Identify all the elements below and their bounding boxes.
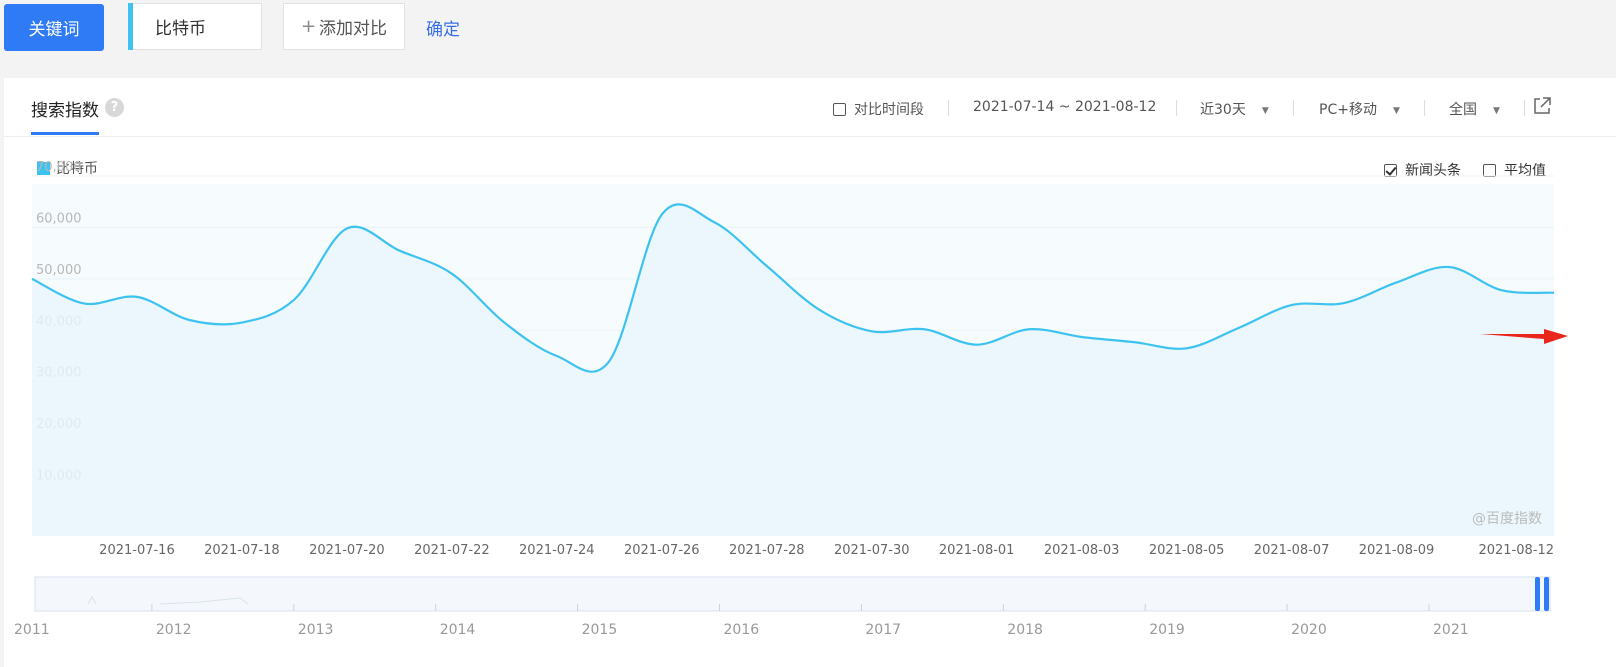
x-tick-label: 2021-08-12 <box>1478 543 1554 558</box>
divider <box>948 100 949 116</box>
x-tick-label: 2021-08-01 <box>939 543 1015 558</box>
period-select-value: 近30天 <box>1200 102 1246 118</box>
search-index-chart[interactable]: 10,00020,00030,00040,00050,00060,00070,0… <box>4 78 1616 573</box>
panel-header: 搜索指数 ? 对比时间段 2021-07-14 ~ 2021-08-12 近30… <box>4 78 1616 137</box>
x-tick-label: 2021-08-07 <box>1254 543 1330 558</box>
region-select[interactable]: 全国 ▼ <box>1449 99 1500 119</box>
annotation-arrow <box>1480 329 1568 344</box>
x-tick-label: 2021-08-03 <box>1044 543 1120 558</box>
search-index-panel: 搜索指数 ? 对比时间段 2021-07-14 ~ 2021-08-12 近30… <box>4 78 1616 667</box>
x-tick-label: 2021-08-05 <box>1149 543 1225 558</box>
region-select-value: 全国 <box>1449 102 1477 118</box>
compare-period-toggle[interactable]: 对比时间段 <box>833 99 924 119</box>
divider <box>1424 100 1425 116</box>
plus-icon: + <box>300 16 317 37</box>
x-tick-label: 2021-07-20 <box>309 543 385 558</box>
legend-label: 比特币 <box>56 161 98 177</box>
divider <box>1176 100 1177 116</box>
y-tick-label: 50,000 <box>36 263 82 278</box>
news-toggle[interactable]: 新闻头条 <box>1384 160 1461 180</box>
legend-swatch <box>37 162 50 175</box>
compare-period-checkbox[interactable] <box>833 103 846 116</box>
x-tick-label: 2021-07-30 <box>834 543 910 558</box>
keyword-color-marker <box>128 3 133 50</box>
export-icon[interactable] <box>1532 96 1552 116</box>
divider <box>1293 100 1294 116</box>
compare-period-label: 对比时间段 <box>854 102 924 118</box>
chevron-down-icon: ▼ <box>1392 106 1400 116</box>
date-range-picker[interactable]: 2021-07-14 ~ 2021-08-12 <box>973 99 1157 115</box>
x-tick-label: 2021-07-26 <box>624 543 700 558</box>
chevron-down-icon: ▼ <box>1493 106 1500 116</box>
news-label: 新闻头条 <box>1405 163 1461 179</box>
chart-legend[interactable]: 比特币 <box>37 158 98 178</box>
period-select[interactable]: 近30天 ▼ <box>1200 99 1269 119</box>
x-tick-label: 2021-07-22 <box>414 543 490 558</box>
help-icon[interactable]: ? <box>105 98 124 117</box>
watermark: @百度指数 <box>1472 511 1542 527</box>
top-toolbar: 关键词 比特币 + 添加对比 确定 <box>0 0 1616 78</box>
x-tick-label: 2021-07-28 <box>729 543 805 558</box>
x-tick-label: 2021-07-16 <box>99 543 175 558</box>
device-select-value: PC+移动 <box>1319 102 1377 118</box>
keyword-input[interactable]: 比特币 <box>128 3 262 50</box>
tab-active-indicator <box>31 132 99 135</box>
add-compare-label: 添加对比 <box>319 19 388 39</box>
confirm-link[interactable]: 确定 <box>426 20 460 40</box>
device-select[interactable]: PC+移动 ▼ <box>1319 99 1400 119</box>
add-compare-button[interactable]: + 添加对比 <box>283 3 405 50</box>
average-label: 平均值 <box>1504 163 1546 179</box>
chevron-down-icon: ▼ <box>1261 106 1269 116</box>
series-line <box>31 203 1555 373</box>
series-area <box>32 204 1554 536</box>
y-tick-label: 70,000 <box>36 160 82 175</box>
average-toggle[interactable]: 平均值 <box>1483 160 1546 180</box>
tab-search-index[interactable]: 搜索指数 <box>31 101 99 121</box>
divider <box>1524 100 1525 116</box>
x-tick-label: 2021-08-09 <box>1359 543 1435 558</box>
y-tick-label: 60,000 <box>36 211 82 226</box>
x-tick-label: 2021-07-18 <box>204 543 280 558</box>
keyword-value: 比特币 <box>155 19 206 39</box>
keyword-button[interactable]: 关键词 <box>4 4 104 51</box>
x-tick-label: 2021-07-24 <box>519 543 595 558</box>
